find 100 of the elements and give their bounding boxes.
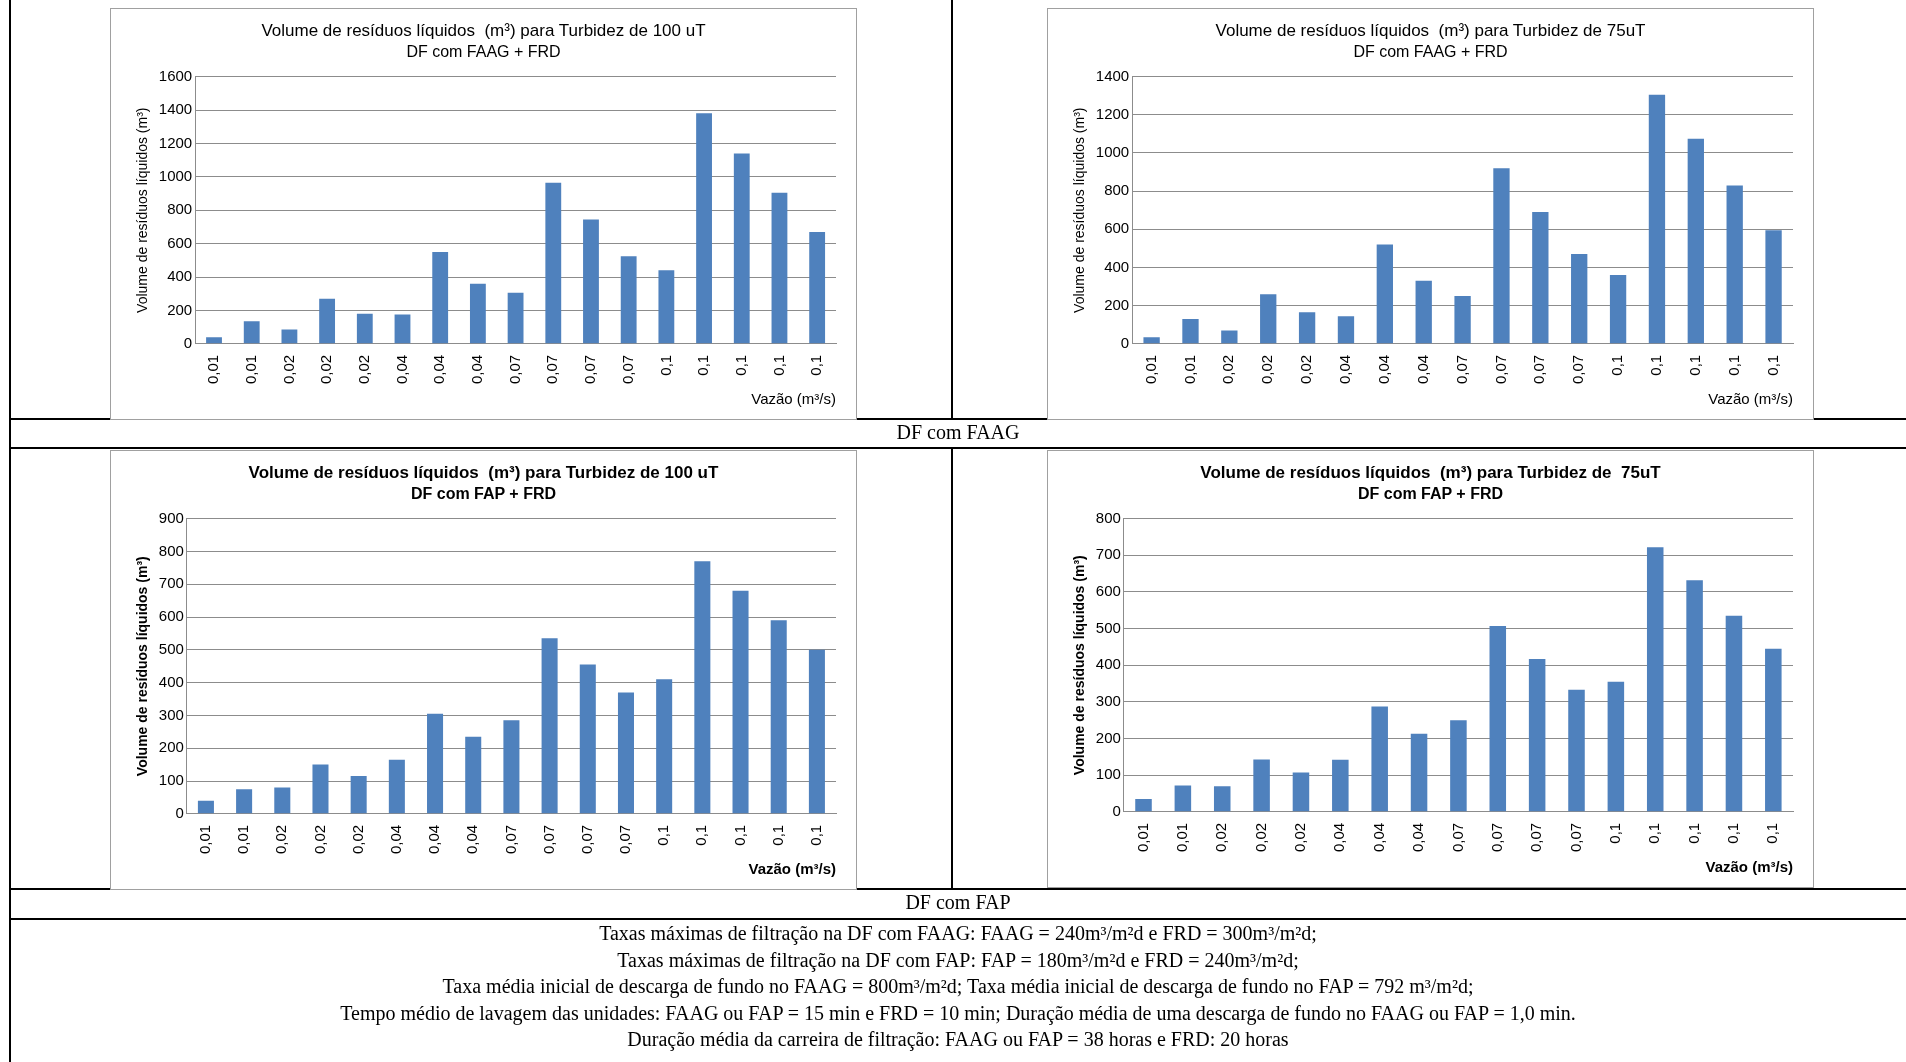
bar — [469, 283, 486, 344]
x-tick-label: 0,02 — [1212, 822, 1230, 853]
y-tick-label: 1400 — [158, 100, 193, 118]
bar — [694, 561, 711, 814]
x-tick-label: 0,02 — [279, 354, 297, 385]
text: Taxa média inicial de descarga de fundo no FAAG = 800m³/m²d; Taxa média inicial de descarga de fundo no FAP = 792 m³/m²d; — [441, 974, 1475, 1000]
bar — [658, 270, 675, 344]
y-tick-label: 1200 — [158, 133, 193, 151]
bar — [1376, 244, 1393, 344]
bar — [1337, 316, 1355, 344]
text: Taxas máximas de filtração na DF com FAAG: FAAG = 240m³/m²d e FRD = 300m³/m²d; — [598, 921, 1318, 947]
bar — [656, 679, 673, 814]
bar — [507, 292, 524, 344]
bar — [1332, 759, 1349, 812]
x-tick-label: 0,07 — [505, 354, 523, 385]
y-tick-label: 1000 — [1095, 143, 1130, 161]
bar — [388, 759, 405, 814]
x-tick-label: 0,04 — [1409, 822, 1427, 853]
x-axis-title: Vazão (m³/s) — [1705, 858, 1793, 876]
x-tick-label: 0,01 — [196, 824, 214, 855]
y-tick-label: 0 — [183, 333, 193, 351]
y-tick-label: 300 — [1095, 691, 1121, 709]
y-tick-label: 400 — [1095, 655, 1121, 673]
bar — [432, 251, 449, 344]
x-tick-label: 0,1 — [1724, 354, 1742, 376]
x-tick-label: 0,07 — [577, 824, 595, 855]
y-tick-label: 0 — [175, 803, 184, 821]
y-tick-label: 400 — [158, 672, 184, 690]
y-tick-label: 0 — [1120, 333, 1130, 351]
y-axis-title: Volume de resíduos líquidos (m³) — [134, 556, 151, 777]
y-tick-label: 700 — [1095, 545, 1121, 563]
x-tick-label: 0,04 — [1374, 354, 1392, 385]
x-tick-label: 0,1 — [1724, 822, 1742, 844]
bar — [427, 713, 444, 814]
bar — [541, 638, 558, 814]
x-tick-label: 0,01 — [241, 354, 259, 385]
x-tick-label: 0,1 — [1608, 354, 1626, 376]
bar — [1648, 94, 1666, 344]
x-tick-label: 0,04 — [1413, 354, 1431, 385]
y-tick-label: 600 — [167, 233, 193, 251]
x-tick-label: 0,02 — [272, 824, 290, 855]
bar — [1609, 275, 1627, 344]
x-tick-label: 0,1 — [692, 824, 710, 846]
bar — [1646, 547, 1664, 812]
x-tick-label: 0,04 — [1369, 822, 1387, 853]
x-tick-label: 0,02 — [1297, 354, 1315, 385]
x-tick-label: 0,1 — [1606, 822, 1624, 844]
bar — [617, 692, 634, 814]
x-tick-label: 0,1 — [807, 354, 825, 376]
y-axis-title: Volume de resíduos líquidos (m³) — [1071, 107, 1088, 313]
y-axis-title: Volume de resíduos líquidos (m³) — [1071, 555, 1088, 776]
x-tick-label: 0,01 — [1173, 822, 1191, 853]
bar — [620, 256, 637, 344]
bar — [1686, 580, 1703, 812]
bar — [465, 736, 482, 814]
bar — [1571, 254, 1588, 344]
bar — [770, 620, 787, 814]
x-tick-label: 0,04 — [430, 354, 448, 385]
chart-subtitle: DF com FAAG + FRD — [1353, 43, 1508, 61]
x-tick-label: 0,04 — [468, 354, 486, 385]
bar — [1765, 230, 1782, 344]
x-axis-title: Vazão (m³/s) — [748, 860, 836, 878]
x-tick-label: 0,01 — [234, 824, 252, 855]
y-tick-label: 800 — [1104, 181, 1130, 199]
bar — [1568, 689, 1585, 812]
bar — [1532, 212, 1549, 344]
bar — [394, 314, 411, 344]
text: Tempo médio de lavagem das unidades: FAAG ou FAP = 15 min e FRD = 10 min; Duração média de uma descarga de fundo no FAAG ou FAP = 1,0 min. — [339, 1000, 1577, 1026]
bar — [808, 649, 825, 814]
y-tick-label: 200 — [158, 738, 184, 756]
y-tick-label: 1200 — [1095, 104, 1130, 122]
x-tick-label: 0,04 — [1330, 822, 1348, 853]
x-tick-label: 0,02 — [1291, 822, 1309, 853]
y-tick-label: 200 — [167, 300, 193, 318]
bar — [356, 313, 373, 344]
bar — [243, 321, 260, 344]
bar — [583, 219, 599, 344]
x-tick-label: 0,02 — [317, 354, 335, 385]
x-tick-label: 0,04 — [425, 824, 443, 855]
x-tick-label: 0,02 — [1219, 354, 1237, 385]
bar — [1454, 296, 1471, 344]
y-tick-label: 800 — [158, 541, 184, 559]
y-tick-label: 1600 — [158, 66, 193, 84]
x-tick-label: 0,1 — [1685, 354, 1703, 376]
bar — [206, 337, 222, 344]
x-tick-label: 0,07 — [1487, 822, 1505, 853]
x-tick-label: 0,02 — [1251, 822, 1269, 853]
y-tick-label: 900 — [158, 508, 184, 526]
x-tick-label: 0,07 — [1448, 822, 1466, 853]
x-tick-label: 0,02 — [1258, 354, 1276, 385]
bar — [1489, 625, 1507, 812]
y-tick-label: 100 — [1095, 765, 1121, 783]
bar — [1213, 786, 1231, 812]
y-tick-label: 600 — [158, 607, 184, 625]
y-tick-label: 500 — [158, 639, 184, 657]
bar — [1221, 330, 1238, 344]
y-tick-label: 800 — [167, 200, 193, 218]
x-tick-label: 0,01 — [1141, 354, 1159, 385]
x-tick-label: 0,1 — [1684, 822, 1702, 844]
y-tick-label: 200 — [1104, 295, 1130, 313]
